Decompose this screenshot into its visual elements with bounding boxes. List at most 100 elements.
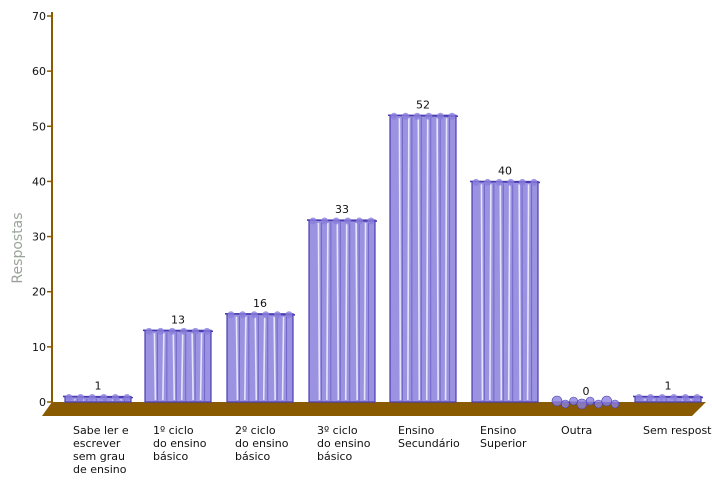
x-category-label-line: Sem resposta xyxy=(643,424,712,437)
x-category-label: Sabe ler e escrever sem grau de ensino xyxy=(73,424,129,476)
bar-streak xyxy=(273,316,276,401)
bar-top-bubble xyxy=(495,178,503,186)
bar-top-edge xyxy=(632,395,704,399)
bar-streak xyxy=(120,398,122,401)
bar xyxy=(62,393,134,403)
y-tick-label: 70 xyxy=(32,10,46,23)
bar-top-bubble xyxy=(448,112,456,120)
bar-streak xyxy=(355,223,358,401)
bar-top-bubble xyxy=(367,217,375,225)
bar-top-bubble xyxy=(530,178,538,186)
bar-streak xyxy=(507,184,511,401)
bar-value-label: 52 xyxy=(416,98,430,111)
bar xyxy=(551,395,620,410)
bar-top-bubble xyxy=(309,217,317,225)
x-category-label-line: 2º ciclo xyxy=(235,424,276,437)
bar-streak xyxy=(489,184,492,401)
bar-value-label: 33 xyxy=(335,203,349,216)
bar-blob xyxy=(569,396,578,406)
bar-streak xyxy=(690,398,692,401)
labels-layer: 1 Sabe ler e escrever sem grau de ensino 13 1º… xyxy=(73,98,712,476)
bar-streak xyxy=(244,316,247,401)
x-category-label: 3º ciclo do ensino básico xyxy=(317,424,371,463)
bar-streak xyxy=(180,333,184,401)
bar-streak xyxy=(436,118,439,401)
bar-blob xyxy=(585,396,595,406)
bar-top-edge xyxy=(387,114,459,118)
bar-top-bubble xyxy=(355,217,363,225)
bar-blob xyxy=(551,395,563,407)
bar-top-bubble xyxy=(239,311,247,319)
bar-streak xyxy=(281,316,285,401)
chart-floor-layer xyxy=(42,402,706,416)
bar-streak xyxy=(162,333,165,401)
y-tick-label: 0 xyxy=(39,396,46,409)
bar-value-label: 16 xyxy=(253,297,267,310)
bar-top-bubble xyxy=(647,393,655,401)
bar-value-label: 1 xyxy=(665,379,672,392)
x-category-label-line: do ensino xyxy=(235,437,289,450)
bar-top-bubble xyxy=(518,178,526,186)
bar xyxy=(224,311,296,403)
bar-streak xyxy=(518,184,521,401)
bar-value-label: 0 xyxy=(583,385,590,398)
bar-streak xyxy=(326,223,329,401)
bar-top-bubble xyxy=(250,311,258,319)
bar-top-bubble xyxy=(635,393,643,401)
bar-top-bubble xyxy=(285,311,293,319)
bar-top-bubble xyxy=(484,178,492,186)
bar-streak xyxy=(317,223,321,401)
bar-streak xyxy=(235,316,239,401)
bar-top-bubble xyxy=(413,112,421,120)
bar-blob xyxy=(610,399,620,409)
bar-top-bubble xyxy=(168,327,176,335)
bar-top-bubble xyxy=(123,393,131,401)
y-tick-label: 50 xyxy=(32,120,46,133)
y-tick-label: 60 xyxy=(32,65,46,78)
bar-value-label: 13 xyxy=(171,313,185,326)
bar-top-bubble xyxy=(507,178,515,186)
x-category-label-line: de ensino xyxy=(73,463,127,476)
bar-top-bubble xyxy=(191,327,199,335)
bar-top-bubble xyxy=(65,393,73,401)
bar-top-bubble xyxy=(681,393,689,401)
bar-top-bubble xyxy=(227,311,235,319)
bar-streak xyxy=(199,333,203,401)
bar-streak xyxy=(480,184,484,401)
y-tick-label: 10 xyxy=(32,341,46,354)
x-category-label-line: Ensino xyxy=(398,424,435,437)
bar-top-edge xyxy=(224,312,296,316)
bar-top-bubble xyxy=(145,327,153,335)
bar-streak xyxy=(262,316,266,401)
bar-streak xyxy=(344,223,348,401)
bar-top-edge xyxy=(469,180,541,184)
x-category-label-line: básico xyxy=(317,450,353,463)
bar xyxy=(469,178,541,403)
bar-streak xyxy=(363,223,367,401)
bar-top-bubble xyxy=(180,327,188,335)
y-tick-label: 40 xyxy=(32,175,46,188)
bar-top-bubble xyxy=(472,178,480,186)
bar-streak xyxy=(499,184,503,401)
y-axis: 0 10 20 30 40 50 60 70 xyxy=(32,10,53,409)
bar-streak xyxy=(417,118,421,401)
y-axis-title: Respostas xyxy=(10,212,26,283)
bar-streak xyxy=(425,118,429,401)
bar-top-bubble xyxy=(203,327,211,335)
bar-top-bubble xyxy=(344,217,352,225)
bar-blob xyxy=(594,399,603,409)
bar-streak xyxy=(336,223,340,401)
bar-top-bubble xyxy=(77,393,85,401)
bar-top-bubble xyxy=(436,112,444,120)
x-category-label: Ensino Superior xyxy=(480,424,527,450)
bar-blob xyxy=(576,398,588,410)
bar-top-edge xyxy=(62,395,134,399)
bar-top-bubble xyxy=(100,393,108,401)
bar-streak xyxy=(191,333,194,401)
bar-top-bubble xyxy=(670,393,678,401)
bars-layer xyxy=(62,112,704,410)
bar-streak xyxy=(153,333,157,401)
bar-top-bubble xyxy=(390,112,398,120)
x-category-label-line: Outra xyxy=(561,424,592,437)
bar xyxy=(632,393,704,403)
